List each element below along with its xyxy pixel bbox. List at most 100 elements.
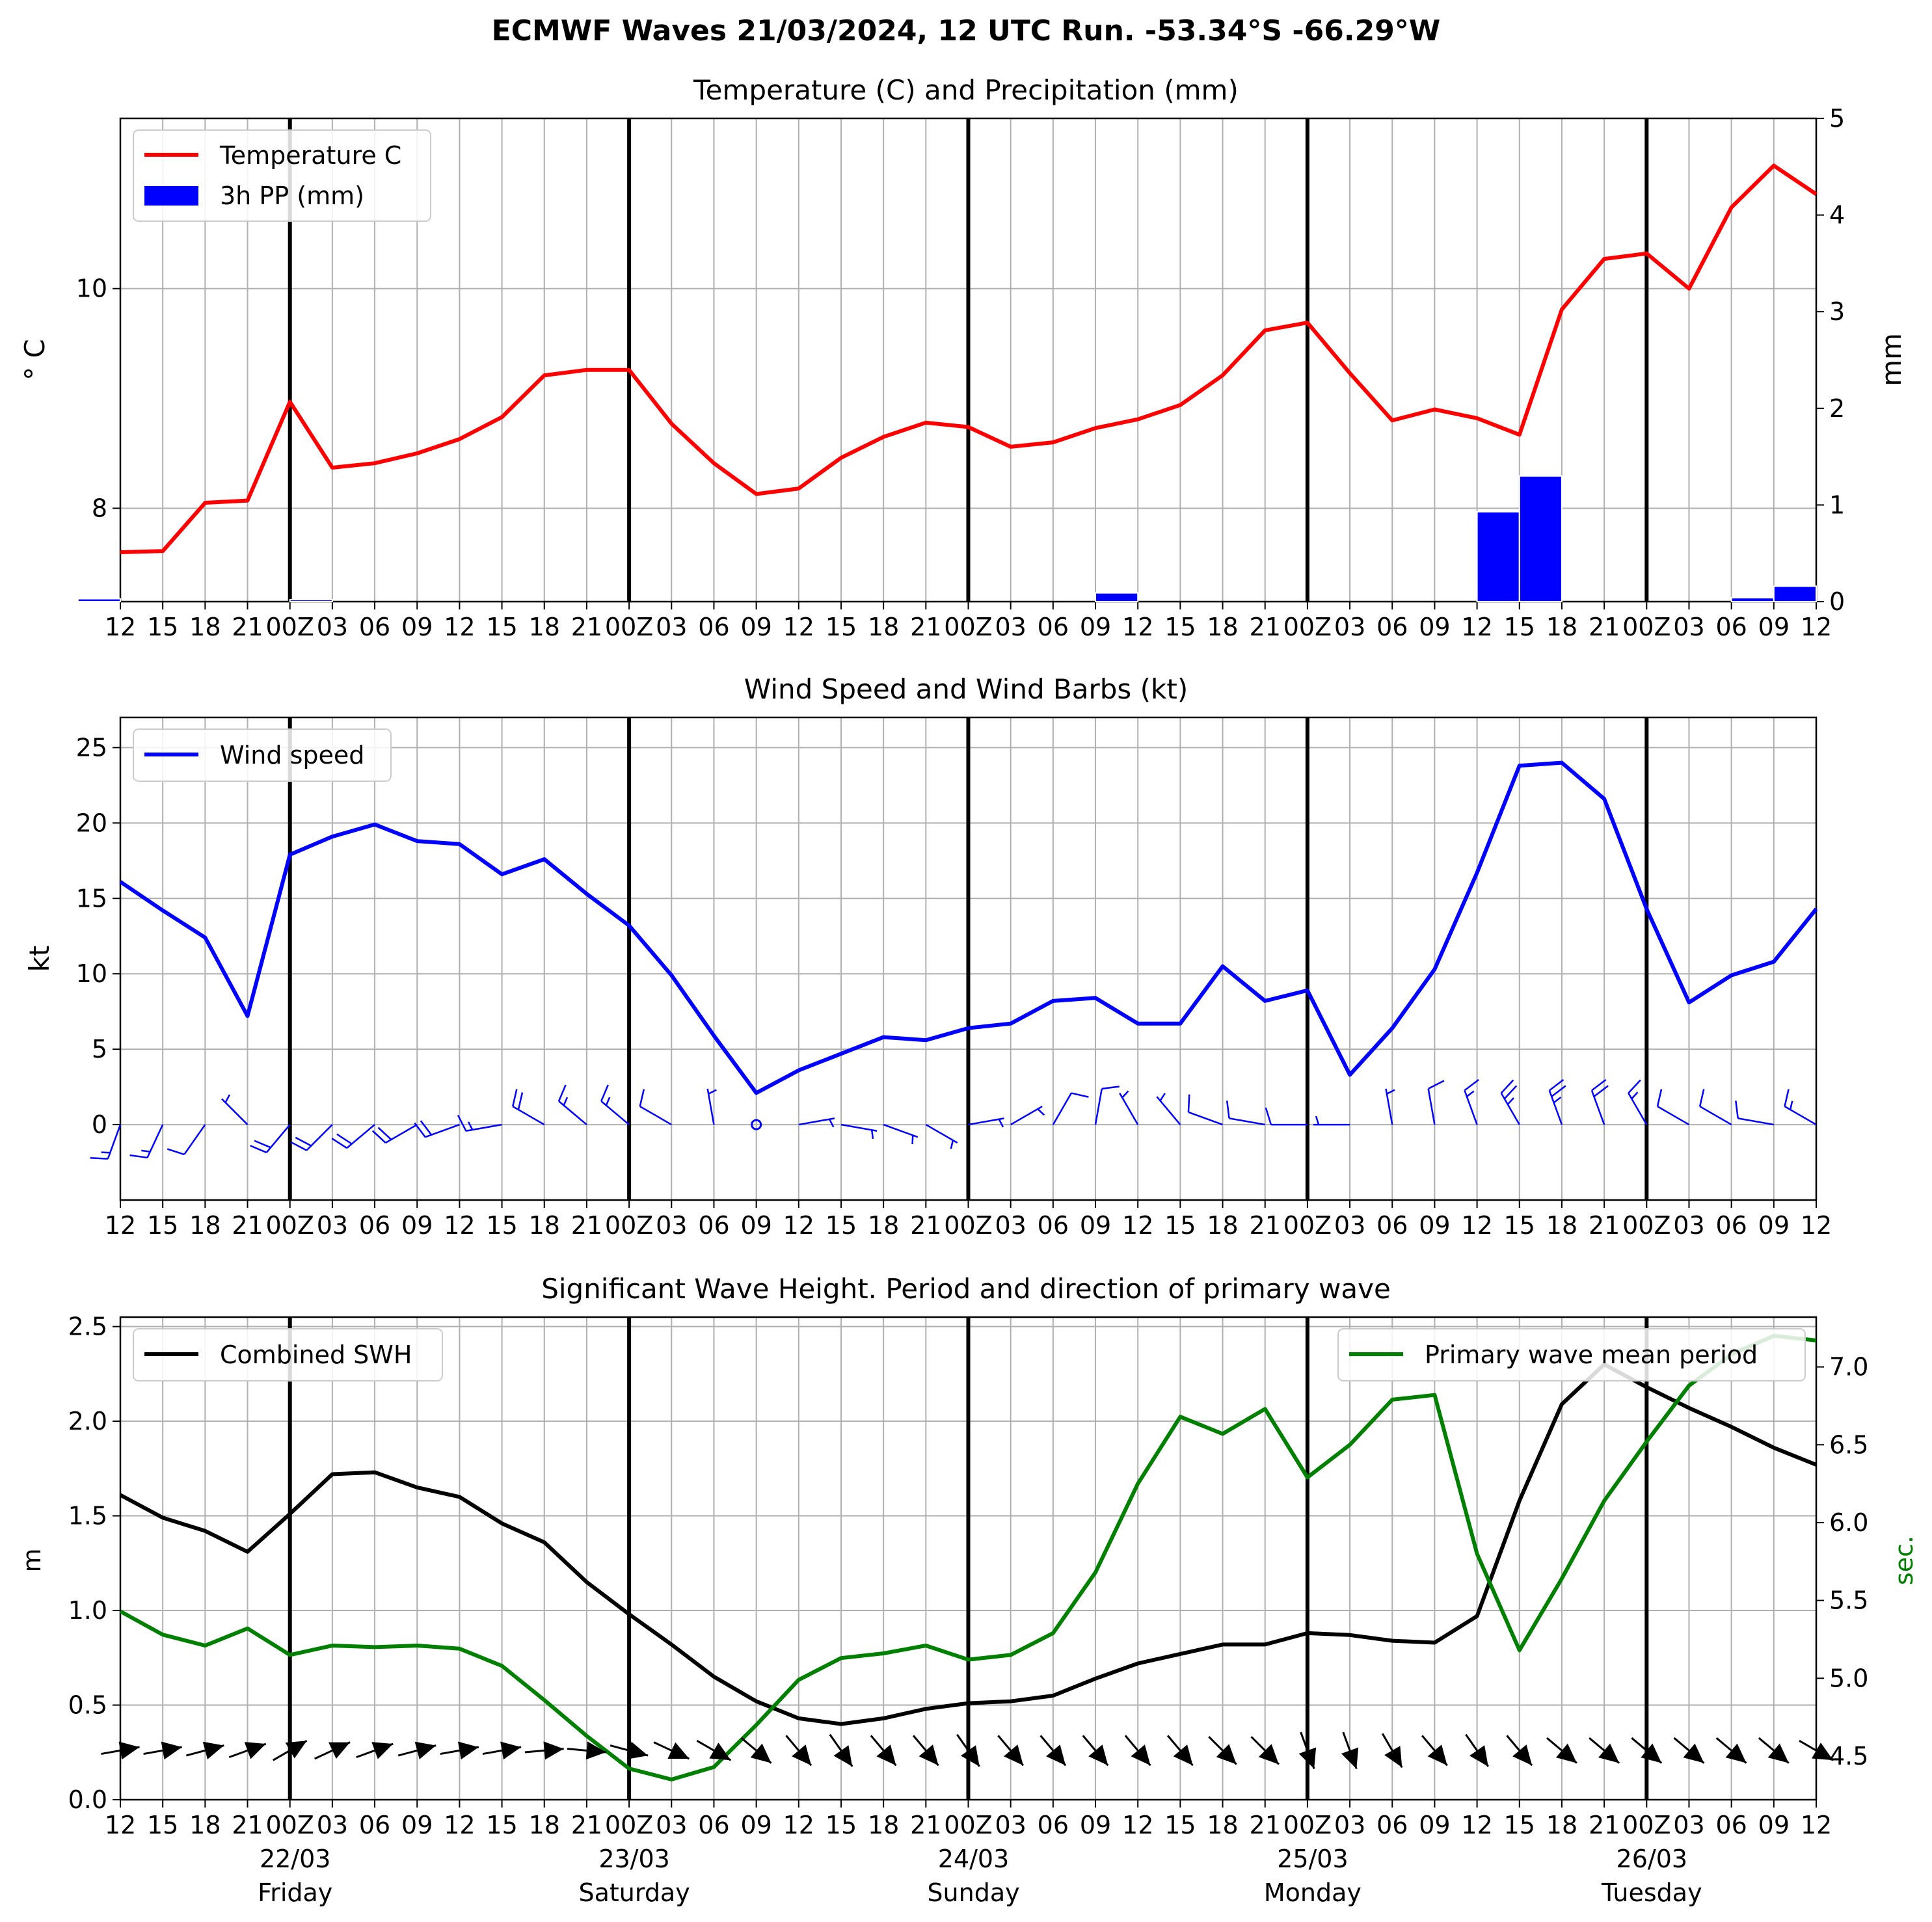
x-tick-label: 12 — [444, 1811, 475, 1839]
wind-barb-flag — [1656, 1089, 1663, 1107]
x-tick-label: 18 — [529, 1211, 560, 1240]
wind-barb-staff — [558, 1101, 587, 1126]
wave-arrow-head — [833, 1745, 853, 1767]
wind-barb-staff — [840, 1123, 878, 1132]
wind-barb — [1385, 1088, 1395, 1125]
x-tick-label: 21 — [910, 613, 941, 641]
wave-direction-arrow — [1381, 1733, 1403, 1769]
y-tick-label: 1.5 — [68, 1502, 107, 1530]
x-tick-label: 12 — [1461, 1211, 1492, 1240]
x-tick-label: 09 — [1080, 613, 1111, 641]
y-tick-label: 1.0 — [68, 1596, 107, 1625]
x-tick-label: 03 — [1334, 613, 1365, 641]
x-tick-label: 03 — [656, 613, 687, 641]
wind-barb-half-flag — [1121, 1090, 1129, 1099]
date-label: 25/03 — [1277, 1845, 1348, 1873]
x-tick-label: 15 — [1164, 613, 1196, 641]
wave-arrow-head — [161, 1741, 182, 1760]
x-tick-label: 15 — [486, 613, 517, 641]
wind-barb-flag — [336, 1133, 353, 1145]
legend-box — [1337, 1328, 1806, 1381]
y-tick-label: 0.0 — [68, 1785, 107, 1814]
x-tick-label: 21 — [232, 1211, 263, 1240]
x-tick-label: 03 — [317, 1811, 348, 1839]
wind-barb-flag — [1591, 1079, 1607, 1091]
wave-direction-arrow — [314, 1741, 351, 1760]
wave-direction-arrow — [1631, 1737, 1663, 1764]
x-tick-label: 21 — [1250, 1811, 1281, 1839]
wind-barb-flag — [1549, 1079, 1564, 1091]
x-tick-label: 12 — [1801, 613, 1832, 641]
wave-direction-arrow — [610, 1741, 649, 1759]
x-tick-label: 12 — [1801, 1211, 1832, 1240]
x-tick-label: 00Z — [266, 613, 314, 641]
x-tick-label: 03 — [1334, 1811, 1365, 1839]
x-tick-label: 03 — [317, 613, 348, 641]
wind-barb-flag — [600, 1084, 609, 1102]
wave-direction-arrow — [1546, 1737, 1577, 1764]
wind-barb — [90, 1124, 122, 1160]
wind-barb-half-flag — [224, 1094, 231, 1103]
x-tick-label: 15 — [486, 1811, 517, 1839]
wave-arrow-head — [1131, 1744, 1151, 1766]
wind-barb — [1265, 1107, 1308, 1126]
temperature-line — [120, 163, 1818, 554]
wave-arrow-head — [329, 1742, 351, 1759]
wind-barb — [1052, 1092, 1089, 1125]
wave-arrow-head — [1258, 1744, 1279, 1765]
wind-barb-half-flag — [871, 1130, 874, 1140]
x-tick-label: 09 — [1419, 613, 1450, 641]
wave-arrow-head — [414, 1741, 436, 1759]
y-tick-label: 5 — [92, 1035, 107, 1063]
wave-arrow-head — [1298, 1747, 1317, 1769]
y-right-tick-label: 3 — [1829, 297, 1845, 326]
x-tick-label: 21 — [571, 1811, 602, 1839]
x-tick-label: 00Z — [605, 1211, 653, 1240]
wind-speed-line — [119, 760, 1818, 1095]
wave-direction-arrow — [1124, 1735, 1151, 1767]
wave-direction-arrow — [1799, 1740, 1834, 1761]
wind-barb-flag — [414, 1122, 426, 1138]
wind-barb-flag — [1464, 1079, 1479, 1091]
wave-direction-arrow — [997, 1735, 1025, 1767]
wind-barb-flag — [1784, 1089, 1790, 1107]
y-right-tick-label: 5.5 — [1829, 1586, 1868, 1615]
wind-barb — [925, 1123, 958, 1149]
wind-barb — [1500, 1079, 1520, 1125]
wave-direction-arrow — [870, 1735, 897, 1767]
wind-barb-staff — [1010, 1105, 1043, 1126]
x-tick-label: 18 — [1207, 1811, 1238, 1839]
wave-arrow-head — [1384, 1746, 1402, 1768]
x-tick-label: 06 — [698, 1811, 729, 1839]
wave-arrow-head — [1427, 1744, 1447, 1766]
legend-label-wind: Wind speed — [220, 741, 364, 769]
day-label: Monday — [1264, 1878, 1362, 1907]
legend: Wind speed — [133, 728, 392, 782]
wave-direction-arrow — [185, 1741, 224, 1759]
wave-arrow-head — [1812, 1742, 1833, 1761]
wind-barb — [1094, 1086, 1120, 1125]
x-tick-label: 18 — [1546, 613, 1577, 641]
x-tick-label: 12 — [444, 613, 475, 641]
x-tick-label: 09 — [1419, 1811, 1450, 1839]
wind-barb — [129, 1124, 164, 1159]
date-label: 26/03 — [1617, 1845, 1688, 1873]
wind-barb-staff — [883, 1123, 919, 1138]
wind-barb-flag — [1503, 1085, 1518, 1100]
x-tick-label: 06 — [1038, 613, 1069, 641]
x-tick-label: 21 — [232, 1811, 263, 1839]
wave-arrow-head — [118, 1741, 140, 1760]
wind-barb — [512, 1089, 545, 1126]
wind-barb-flag — [1735, 1101, 1739, 1119]
panel-2-ylabel: kt — [23, 946, 55, 972]
x-tick-label: 06 — [1038, 1211, 1069, 1240]
wind-barb-staff — [1548, 1090, 1563, 1125]
y-right-tick-label: 0 — [1829, 587, 1845, 616]
wave-direction-arrow — [785, 1735, 812, 1767]
x-tick-label: 09 — [1758, 1211, 1790, 1240]
x-tick-label: 09 — [401, 613, 433, 641]
wind-barb-half-flag — [1789, 1101, 1793, 1110]
wind-barb — [968, 1117, 1004, 1128]
wave-direction-arrow — [1421, 1735, 1448, 1767]
y-right-tick-label: 6.0 — [1829, 1508, 1868, 1537]
